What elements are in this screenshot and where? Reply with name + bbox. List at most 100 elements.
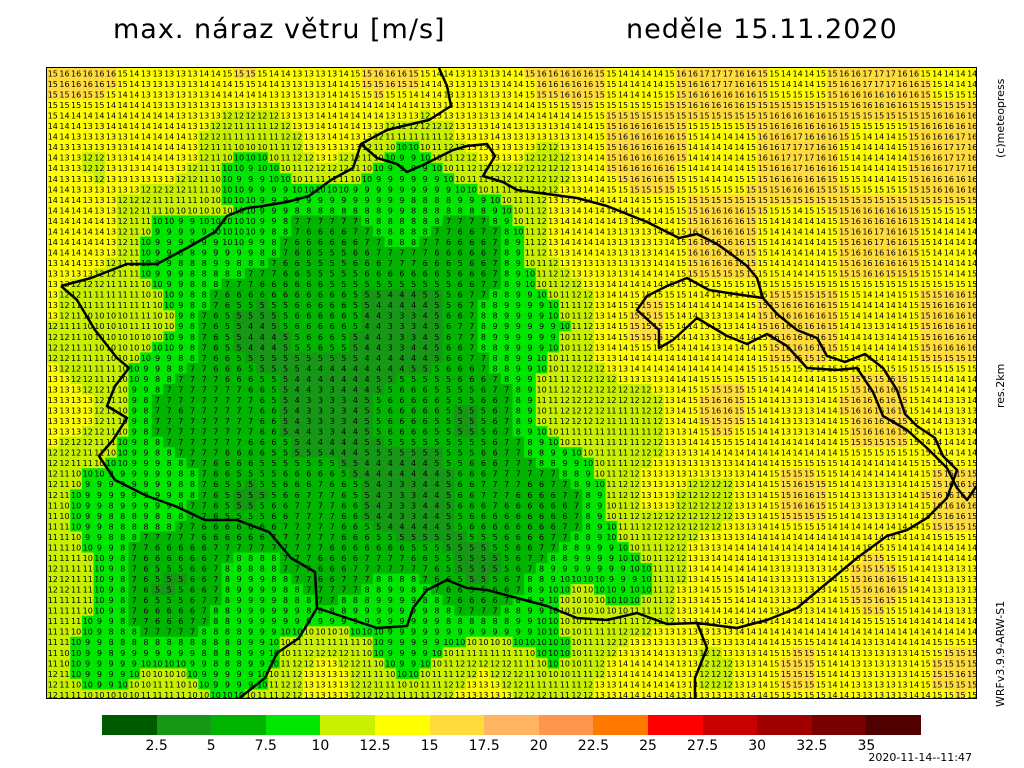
gust-cell	[396, 99, 409, 111]
gust-value: 15	[350, 80, 360, 89]
gust-cell	[873, 99, 886, 111]
gust-cell	[489, 68, 502, 80]
gust-value: 13	[478, 69, 488, 78]
gust-cell	[512, 110, 525, 122]
gust-cell	[733, 78, 746, 90]
gust-cell	[128, 68, 141, 80]
gust-cell	[454, 120, 467, 132]
gust-cell	[454, 99, 467, 111]
gust-cell	[291, 68, 304, 80]
gust-cell	[815, 68, 828, 80]
gust-cell	[605, 99, 618, 111]
gust-cell	[81, 68, 95, 80]
gust-cell	[419, 89, 432, 101]
gust-cell	[186, 99, 199, 111]
gust-value: 16	[536, 80, 546, 89]
gust-value: 15	[397, 80, 407, 89]
gust-value: 16	[83, 69, 93, 78]
gust-cell	[198, 110, 211, 122]
gust-cell	[209, 89, 223, 101]
gust-cell	[721, 99, 735, 111]
gust-value: 15	[118, 69, 128, 78]
gust-cell	[535, 110, 549, 122]
gust-cell	[570, 110, 583, 122]
gust-cell	[268, 120, 281, 132]
gust-cell	[372, 99, 386, 111]
gust-value: 16	[83, 80, 93, 89]
gust-value: 13	[269, 90, 279, 99]
gust-value: 14	[955, 80, 965, 89]
gust-cell	[372, 89, 386, 101]
gust-cell	[954, 110, 967, 122]
resolution-label: res.2km	[994, 364, 1007, 408]
gust-cell	[640, 120, 653, 132]
gust-cell	[303, 120, 316, 132]
gust-cell	[326, 110, 339, 122]
gust-cell	[256, 68, 269, 80]
gust-cell	[58, 89, 71, 101]
gust-cell	[954, 68, 967, 80]
gust-cell	[175, 99, 188, 111]
gust-cell	[465, 110, 479, 122]
gust-cell	[617, 78, 630, 90]
gust-cell	[372, 110, 386, 122]
gust-cell	[175, 89, 188, 101]
gust-cell	[407, 99, 420, 111]
gust-cell	[593, 110, 607, 122]
gust-cell	[675, 78, 688, 90]
gust-value: 14	[618, 69, 628, 78]
gust-cell	[768, 89, 781, 101]
gust-cell	[326, 89, 339, 101]
gust-value: 15	[397, 90, 407, 99]
gust-value: 14	[630, 80, 640, 89]
gust-value: 14	[327, 80, 337, 89]
map-title: max. náraz větru [m/s]	[113, 14, 446, 45]
gust-value: 13	[490, 80, 500, 89]
gust-cell	[93, 78, 106, 90]
gust-cell	[419, 99, 432, 111]
gust-cell	[710, 68, 723, 80]
gust-value: 14	[118, 90, 128, 99]
gust-cell	[826, 89, 839, 101]
gust-cell	[396, 89, 409, 101]
gust-value: 14	[211, 80, 221, 89]
gust-cell	[244, 78, 258, 90]
gust-value: 13	[455, 80, 465, 89]
gust-cell	[617, 99, 630, 111]
gust-value: 15	[94, 90, 104, 99]
gust-cell	[384, 120, 397, 132]
gust-cell	[233, 68, 246, 80]
gust-cell	[698, 120, 711, 132]
gust-value: 13	[304, 80, 314, 89]
gust-cell	[710, 78, 723, 90]
gust-cell	[372, 68, 386, 80]
gust-cell	[931, 120, 944, 132]
gust-value: 17	[862, 80, 872, 89]
gust-cell	[652, 110, 665, 122]
gust-cell	[791, 110, 805, 122]
gust-value: 17	[862, 69, 872, 78]
gust-cell	[721, 110, 735, 122]
gust-value: 14	[339, 69, 349, 78]
gust-value: 13	[455, 69, 465, 78]
gust-cell	[477, 99, 490, 111]
gust-value: 16	[909, 69, 919, 78]
gust-cell	[198, 89, 211, 101]
gust-value: 17	[886, 69, 896, 78]
gust-cell	[687, 78, 700, 90]
gust-cell	[593, 89, 607, 101]
gust-cell	[861, 120, 874, 132]
gust-cell	[116, 99, 130, 111]
gust-cell	[349, 120, 362, 132]
gust-cell	[500, 78, 514, 90]
gust-value: 15	[246, 80, 256, 89]
gust-cell	[279, 99, 292, 111]
gust-cell	[70, 89, 83, 101]
gust-cell	[745, 89, 758, 101]
gust-value: 14	[269, 69, 279, 78]
gust-cell	[815, 78, 828, 90]
gust-cell	[70, 68, 83, 80]
gust-value: 15	[106, 80, 116, 89]
gust-cell	[524, 120, 537, 132]
gust-cell	[93, 110, 106, 122]
